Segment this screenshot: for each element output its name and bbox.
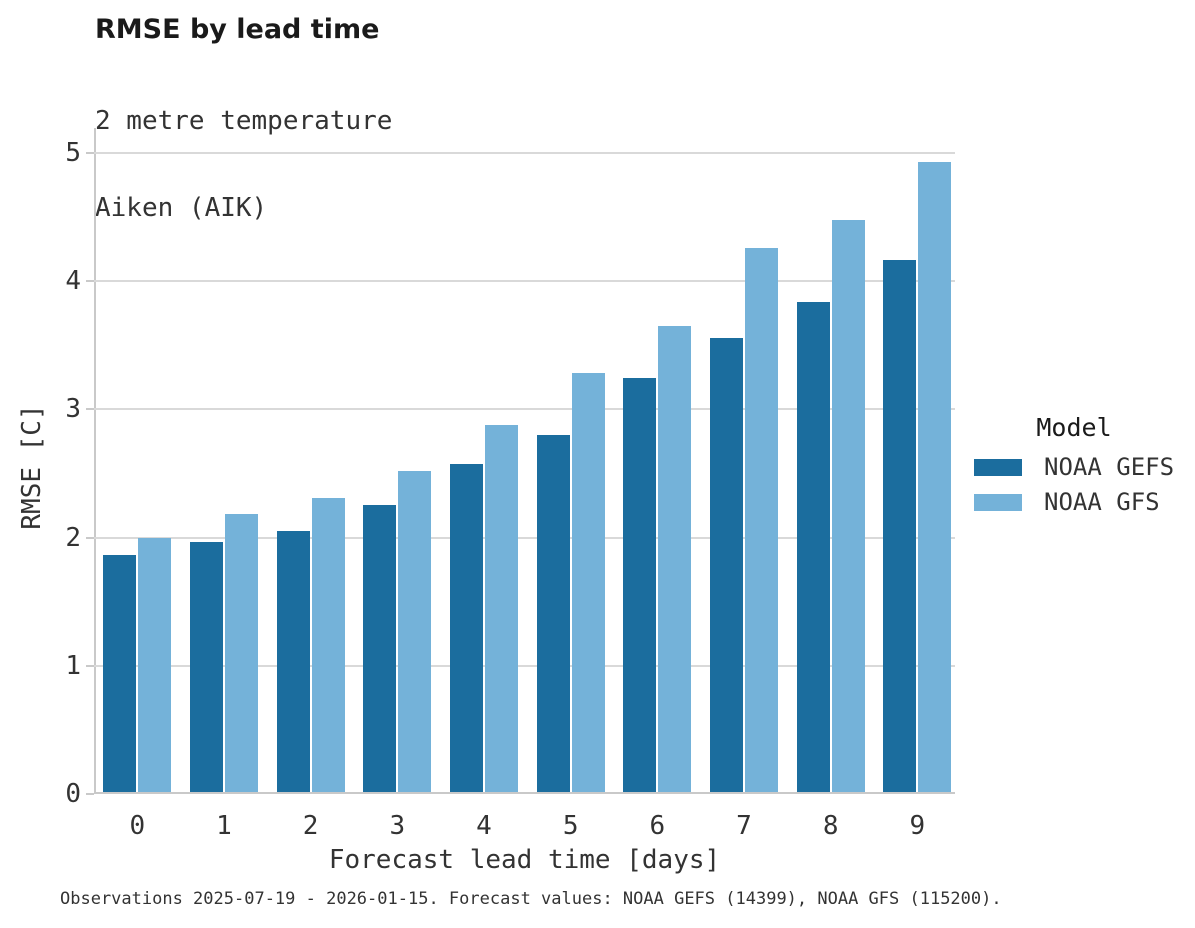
bar-noaa-gfs-lead-6: [658, 326, 692, 792]
gridline-y-1: [94, 664, 955, 667]
legend-swatch: [974, 458, 1022, 476]
bar-noaa-gefs-lead-3: [363, 504, 397, 792]
subtitle-line-2: Aiken (AIK): [95, 193, 268, 223]
x-axis-spine: [94, 792, 955, 794]
bar-noaa-gefs-lead-8: [796, 302, 830, 792]
y-tick-4: [86, 280, 94, 283]
caption: Observations 2025-07-19 - 2026-01-15. Fo…: [60, 889, 1002, 909]
y-axis-title: RMSE [C]: [17, 404, 47, 530]
x-tick-label-2: 2: [302, 811, 319, 841]
legend-entry-noaa-gefs: NOAA GEFS: [974, 453, 1174, 481]
gridline-y-5: [94, 152, 955, 154]
legend-label: NOAA GFS: [1044, 488, 1160, 516]
legend-label: NOAA GEFS: [1044, 453, 1175, 481]
bar-noaa-gefs-lead-4: [449, 463, 483, 792]
y-tick-label-4: 4: [65, 266, 81, 297]
x-tick-label-3: 3: [389, 811, 406, 841]
legend-entry-noaa-gfs: NOAA GFS: [974, 488, 1174, 516]
y-tick-0: [86, 793, 94, 795]
x-tick-label-6: 6: [649, 811, 666, 841]
bar-noaa-gefs-lead-6: [623, 377, 657, 792]
y-tick-5: [86, 152, 94, 154]
legend-title: Model: [1036, 413, 1112, 442]
bar-noaa-gfs-lead-2: [311, 498, 345, 792]
subtitle-line-1: 2 metre temperature: [95, 106, 393, 136]
bar-noaa-gfs-lead-5: [571, 372, 605, 792]
legend-swatch: [974, 493, 1022, 511]
plot-area: 0 1 2 3 4 5 0 1 2 3 4 5 6 7 8 9: [65, 128, 955, 839]
x-tick-label-8: 8: [822, 811, 839, 841]
x-tick-label-7: 7: [736, 811, 752, 841]
y-tick-label-3: 3: [65, 394, 81, 425]
gridline-y-3: [94, 408, 955, 411]
y-tick-label-5: 5: [65, 138, 81, 168]
bar-noaa-gefs-lead-9: [883, 259, 917, 792]
legend-entries: NOAA GEFS NOAA GFS: [974, 453, 1174, 516]
legend: Model NOAA GEFS NOAA GFS: [974, 413, 1174, 528]
gridline-y-2: [94, 536, 955, 539]
bar-noaa-gfs-lead-7: [744, 248, 778, 792]
x-tick-label-5: 5: [562, 811, 579, 841]
x-tick-label-4: 4: [476, 811, 492, 841]
bar-noaa-gfs-lead-8: [831, 219, 865, 792]
x-axis-title: Forecast lead time [days]: [328, 845, 721, 875]
y-tick-2: [86, 536, 94, 539]
chart-subtitle: 2 metre temperature Aiken (AIK): [95, 49, 392, 281]
bar-noaa-gfs-lead-4: [484, 425, 518, 792]
bar-noaa-gefs-lead-2: [276, 531, 310, 792]
gridline-y-4: [94, 280, 955, 283]
bar-noaa-gefs-lead-7: [709, 337, 743, 792]
bar-noaa-gefs-lead-0: [103, 554, 137, 792]
bar-noaa-gfs-lead-1: [224, 513, 258, 792]
y-tick-label-0: 0: [65, 779, 81, 809]
x-tick-label-1: 1: [216, 811, 232, 841]
bar-noaa-gfs-lead-3: [398, 471, 432, 792]
y-axis-spine: [94, 128, 96, 794]
y-tick-1: [86, 664, 94, 667]
bar-noaa-gfs-lead-0: [138, 537, 172, 792]
bar-noaa-gefs-lead-5: [536, 435, 570, 792]
y-tick-label-1: 1: [65, 650, 81, 681]
chart-title: RMSE by lead time: [95, 14, 380, 45]
x-tick-label-9: 9: [909, 811, 926, 841]
x-tick-label-0: 0: [129, 811, 146, 841]
y-tick-label-2: 2: [65, 522, 81, 553]
bar-noaa-gfs-lead-9: [918, 162, 952, 792]
bar-noaa-gefs-lead-1: [189, 541, 223, 792]
y-tick-3: [86, 408, 94, 411]
